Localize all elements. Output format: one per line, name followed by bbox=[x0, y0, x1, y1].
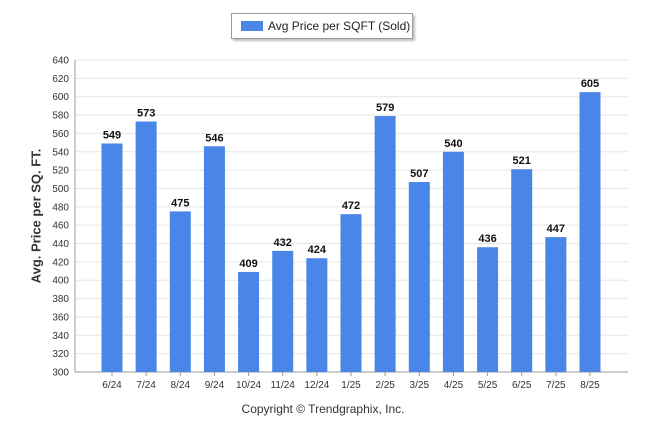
bar bbox=[442, 151, 464, 372]
data-label: 579 bbox=[376, 102, 394, 114]
x-tick-label: 8/25 bbox=[580, 380, 600, 391]
x-tick-label: 3/25 bbox=[410, 380, 430, 391]
x-tick-label: 4/25 bbox=[444, 380, 464, 391]
bar bbox=[272, 250, 294, 372]
bar bbox=[169, 211, 191, 372]
x-tick-label: 6/24 bbox=[102, 380, 122, 391]
y-tick-label: 620 bbox=[52, 74, 69, 85]
x-tick-label: 7/25 bbox=[546, 380, 566, 391]
bar bbox=[238, 271, 260, 372]
bar bbox=[408, 182, 430, 372]
legend-swatch bbox=[241, 21, 263, 31]
data-label: 432 bbox=[274, 237, 292, 249]
data-label: 447 bbox=[547, 223, 565, 235]
y-tick-label: 640 bbox=[52, 56, 69, 67]
data-label: 475 bbox=[171, 197, 189, 209]
x-tick-label: 1/25 bbox=[341, 380, 361, 391]
y-tick-label: 500 bbox=[52, 184, 69, 195]
bar bbox=[340, 214, 362, 372]
y-tick-label: 440 bbox=[52, 239, 69, 250]
y-tick-label: 400 bbox=[52, 276, 69, 287]
data-label: 424 bbox=[308, 244, 327, 256]
x-tick-label: 8/24 bbox=[171, 380, 191, 391]
bar bbox=[579, 92, 601, 372]
data-label: 507 bbox=[410, 168, 428, 180]
bar bbox=[374, 115, 396, 372]
bar bbox=[545, 237, 567, 372]
data-label: 409 bbox=[239, 258, 257, 270]
copyright-text: Copyright © Trendgraphix, Inc. bbox=[241, 402, 405, 416]
y-tick-label: 540 bbox=[52, 147, 69, 158]
x-tick-label: 9/24 bbox=[205, 380, 225, 391]
x-tick-label: 6/25 bbox=[512, 380, 532, 391]
y-tick-label: 600 bbox=[52, 92, 69, 103]
bar bbox=[203, 146, 225, 372]
y-tick-label: 320 bbox=[52, 349, 69, 360]
data-label: 549 bbox=[103, 130, 121, 142]
y-tick-label: 300 bbox=[52, 368, 69, 379]
data-label: 540 bbox=[444, 138, 462, 150]
legend: Avg Price per SQFT (Sold) bbox=[231, 13, 413, 39]
y-tick-label: 460 bbox=[52, 221, 69, 232]
data-label: 605 bbox=[581, 78, 599, 90]
x-tick-label: 2/25 bbox=[375, 380, 395, 391]
y-tick-label: 480 bbox=[52, 202, 69, 213]
y-tick-label: 420 bbox=[52, 257, 69, 268]
x-tick-label: 7/24 bbox=[136, 380, 156, 391]
data-label: 472 bbox=[342, 200, 360, 212]
x-tick-label: 11/24 bbox=[271, 380, 296, 391]
bar bbox=[135, 121, 157, 372]
x-tick-label: 5/25 bbox=[478, 380, 498, 391]
y-tick-label: 340 bbox=[52, 331, 69, 342]
bar bbox=[306, 258, 328, 372]
x-tick-label: 10/24 bbox=[236, 380, 261, 391]
data-label: 573 bbox=[137, 107, 155, 119]
data-label: 436 bbox=[478, 233, 496, 245]
y-tick-label: 580 bbox=[52, 111, 69, 122]
y-tick-label: 360 bbox=[52, 312, 69, 323]
x-tick-label: 12/24 bbox=[304, 380, 329, 391]
data-label: 521 bbox=[513, 155, 531, 167]
bar bbox=[477, 247, 499, 372]
bar bbox=[511, 169, 533, 372]
data-label: 546 bbox=[205, 132, 223, 144]
y-tick-label: 380 bbox=[52, 294, 69, 305]
y-tick-label: 520 bbox=[52, 166, 69, 177]
bar bbox=[101, 143, 123, 372]
legend-label: Avg Price per SQFT (Sold) bbox=[268, 19, 411, 33]
y-tick-label: 560 bbox=[52, 129, 69, 140]
